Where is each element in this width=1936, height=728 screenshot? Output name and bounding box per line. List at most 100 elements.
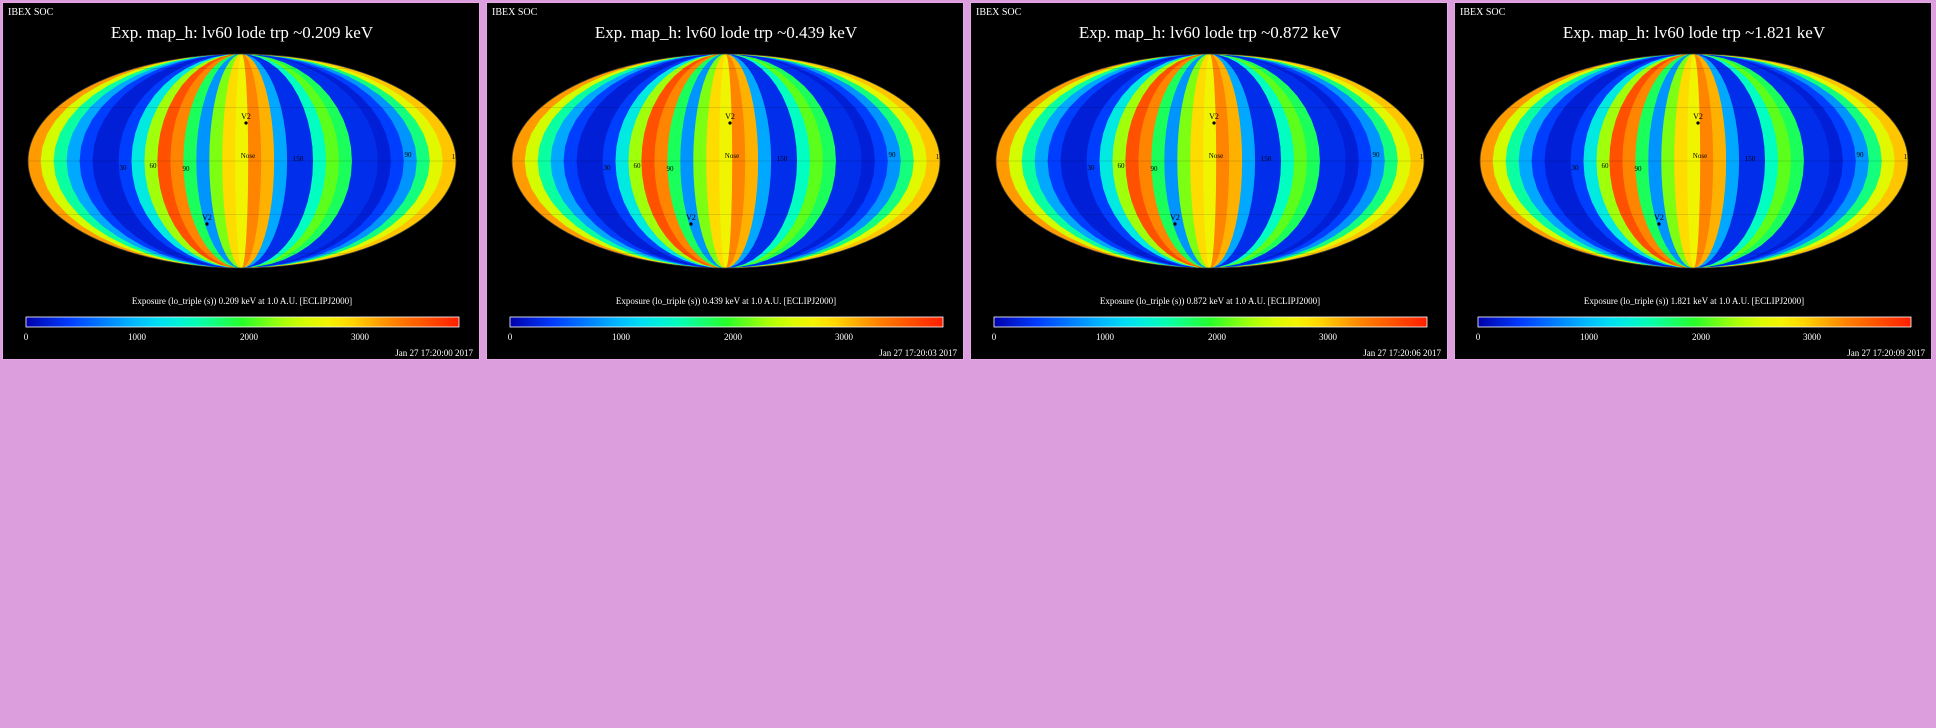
colorbar-tick: 0 — [1475, 332, 1481, 342]
grid-label: 30 — [604, 164, 612, 172]
v2-marker-dot — [1657, 222, 1661, 226]
grid-label: 60 — [634, 162, 642, 170]
grid-label: 90 — [889, 151, 897, 159]
grid-label: 180 — [1420, 153, 1431, 161]
colorbar-tick: 1000 — [612, 332, 630, 342]
grid-label: 30 — [120, 164, 128, 172]
v2-marker-label: V2 — [1693, 112, 1703, 121]
grid-label: 90 — [1151, 165, 1159, 173]
v2-marker-dot — [689, 222, 693, 226]
grid-label: 90 — [667, 165, 675, 173]
grid-label: 180 — [1904, 153, 1915, 161]
grid-label: 90 — [183, 165, 191, 173]
grid-lines — [1480, 68, 1908, 254]
skymap-panel-1: 30 60 90 150 90 180 Nose V2 V2 IBEX SOC Exp. map… — [2, 2, 480, 360]
grid-label: Nose — [725, 152, 739, 160]
grid-label: 150 — [293, 155, 304, 163]
colorbar-tick: 0 — [991, 332, 997, 342]
map-outline — [995, 53, 1425, 269]
grid-lines — [28, 68, 456, 254]
chart-title: Exp. map_h: lv60 lode trp ~0.872 keV — [1078, 23, 1342, 42]
skymap-panel-3: 30 60 90 150 90 180 Nose V2 V2 IBEX SOC Exp. map… — [970, 2, 1448, 360]
v2-marker-label: V2 — [202, 213, 212, 222]
colorbar — [509, 316, 944, 328]
grid-lines — [512, 68, 940, 254]
grid-label: 60 — [1118, 162, 1126, 170]
v2-marker-dot — [728, 121, 732, 125]
ibex-soc-label: IBEX SOC — [492, 7, 538, 18]
colorbar-tick: 0 — [23, 332, 29, 342]
skymap-4-canvas: 30 60 90 150 90 180 Nose V2 V2 — [1477, 53, 1915, 328]
grid-label: 30 — [1088, 164, 1096, 172]
grid-label: 150 — [1745, 155, 1756, 163]
map-outline — [1479, 53, 1909, 269]
v2-marker-dot — [205, 222, 209, 226]
colorbar-tick: 0 — [507, 332, 513, 342]
chart-title: Exp. map_h: lv60 lode trp ~1.821 keV — [1562, 23, 1826, 42]
grid-lines — [996, 68, 1424, 254]
skymap-1-canvas: 30 60 90 150 90 180 Nose V2 V2 — [25, 53, 463, 328]
grid-label: 90 — [405, 151, 413, 159]
colorbar-label: Exposure (lo_triple (s)) 0.209 keV at 1.… — [131, 296, 353, 306]
colorbar-tick: 2000 — [724, 332, 742, 342]
colorbar-label: Exposure (lo_triple (s)) 0.439 keV at 1.… — [615, 296, 837, 306]
chart-title: Exp. map_h: lv60 lode trp ~0.209 keV — [110, 23, 374, 42]
grid-label: Nose — [241, 152, 255, 160]
colorbar-tick: 2000 — [1692, 332, 1710, 342]
grid-label: 90 — [1857, 151, 1865, 159]
v2-marker-label: V2 — [1654, 213, 1664, 222]
colorbar-tick: 2000 — [240, 332, 258, 342]
exposure-strips — [28, 54, 456, 268]
grid-label: 90 — [1373, 151, 1381, 159]
grid-label: 60 — [150, 162, 158, 170]
colorbar — [1477, 316, 1912, 328]
colorbar-tick: 1000 — [1580, 332, 1598, 342]
v2-marker-label: V2 — [1209, 112, 1219, 121]
ibex-soc-label: IBEX SOC — [976, 7, 1022, 18]
colorbar — [993, 316, 1428, 328]
grid-label: 150 — [777, 155, 788, 163]
v2-marker-dot — [1212, 121, 1216, 125]
timestamp: Jan 27 17:20:00 2017 — [395, 348, 473, 358]
skymap-3-canvas: 30 60 90 150 90 180 Nose V2 V2 — [993, 53, 1431, 328]
grid-label: 150 — [1261, 155, 1272, 163]
ibex-soc-label: IBEX SOC — [1460, 7, 1506, 18]
grid-label: Nose — [1209, 152, 1223, 160]
skymap-2-canvas: 30 60 90 150 90 180 Nose V2 V2 — [509, 53, 947, 328]
colorbar-label: Exposure (lo_triple (s)) 1.821 keV at 1.… — [1583, 296, 1805, 306]
v2-marker-dot — [1173, 222, 1177, 226]
colorbar-tick: 3000 — [1803, 332, 1821, 342]
colorbar-tick: 1000 — [1096, 332, 1114, 342]
v2-marker-label: V2 — [241, 112, 251, 121]
v2-marker-label: V2 — [725, 112, 735, 121]
colorbar-tick: 2000 — [1208, 332, 1226, 342]
colorbar-tick: 3000 — [1319, 332, 1337, 342]
map-outline — [27, 53, 457, 269]
chart-title: Exp. map_h: lv60 lode trp ~0.439 keV — [594, 23, 858, 42]
ibex-soc-label: IBEX SOC — [8, 7, 54, 18]
timestamp: Jan 27 17:20:06 2017 — [1363, 348, 1441, 358]
grid-label: 180 — [936, 153, 947, 161]
colorbar-tick: 3000 — [835, 332, 853, 342]
v2-marker-dot — [1696, 121, 1700, 125]
exposure-strips — [996, 54, 1424, 268]
grid-label: 30 — [1572, 164, 1580, 172]
grid-label: 180 — [452, 153, 463, 161]
colorbar-tick: 3000 — [351, 332, 369, 342]
grid-label: Nose — [1693, 152, 1707, 160]
v2-marker-label: V2 — [686, 213, 696, 222]
skymap-panel-4: 30 60 90 150 90 180 Nose V2 V2 IBEX SOC Exp. map… — [1454, 2, 1932, 360]
colorbar-label: Exposure (lo_triple (s)) 0.872 keV at 1.… — [1099, 296, 1321, 306]
timestamp: Jan 27 17:20:09 2017 — [1847, 348, 1925, 358]
exposure-strips — [1480, 54, 1908, 268]
v2-marker-label: V2 — [1170, 213, 1180, 222]
colorbar-tick: 1000 — [128, 332, 146, 342]
timestamp: Jan 27 17:20:03 2017 — [879, 348, 957, 358]
map-outline — [511, 53, 941, 269]
skymap-panel-2: 30 60 90 150 90 180 Nose V2 V2 IBEX SOC Exp. map… — [486, 2, 964, 360]
grid-label: 60 — [1602, 162, 1610, 170]
grid-label: 90 — [1635, 165, 1643, 173]
colorbar — [25, 316, 460, 328]
v2-marker-dot — [244, 121, 248, 125]
panel-grid: 30 60 90 150 90 180 Nose V2 V2 IBEX SOC Exp. map… — [2, 2, 1932, 360]
